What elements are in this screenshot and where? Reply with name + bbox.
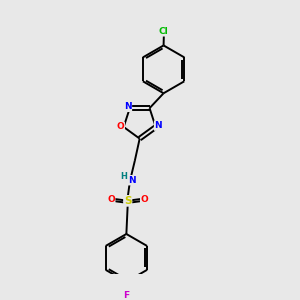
Text: H: H xyxy=(121,172,128,181)
Text: F: F xyxy=(123,291,129,300)
Text: N: N xyxy=(128,176,136,185)
Text: N: N xyxy=(124,102,131,111)
Text: O: O xyxy=(107,195,115,204)
Text: Cl: Cl xyxy=(159,27,169,36)
Text: O: O xyxy=(116,122,124,131)
Text: N: N xyxy=(154,121,162,130)
Text: O: O xyxy=(141,195,148,204)
Text: S: S xyxy=(124,196,131,206)
